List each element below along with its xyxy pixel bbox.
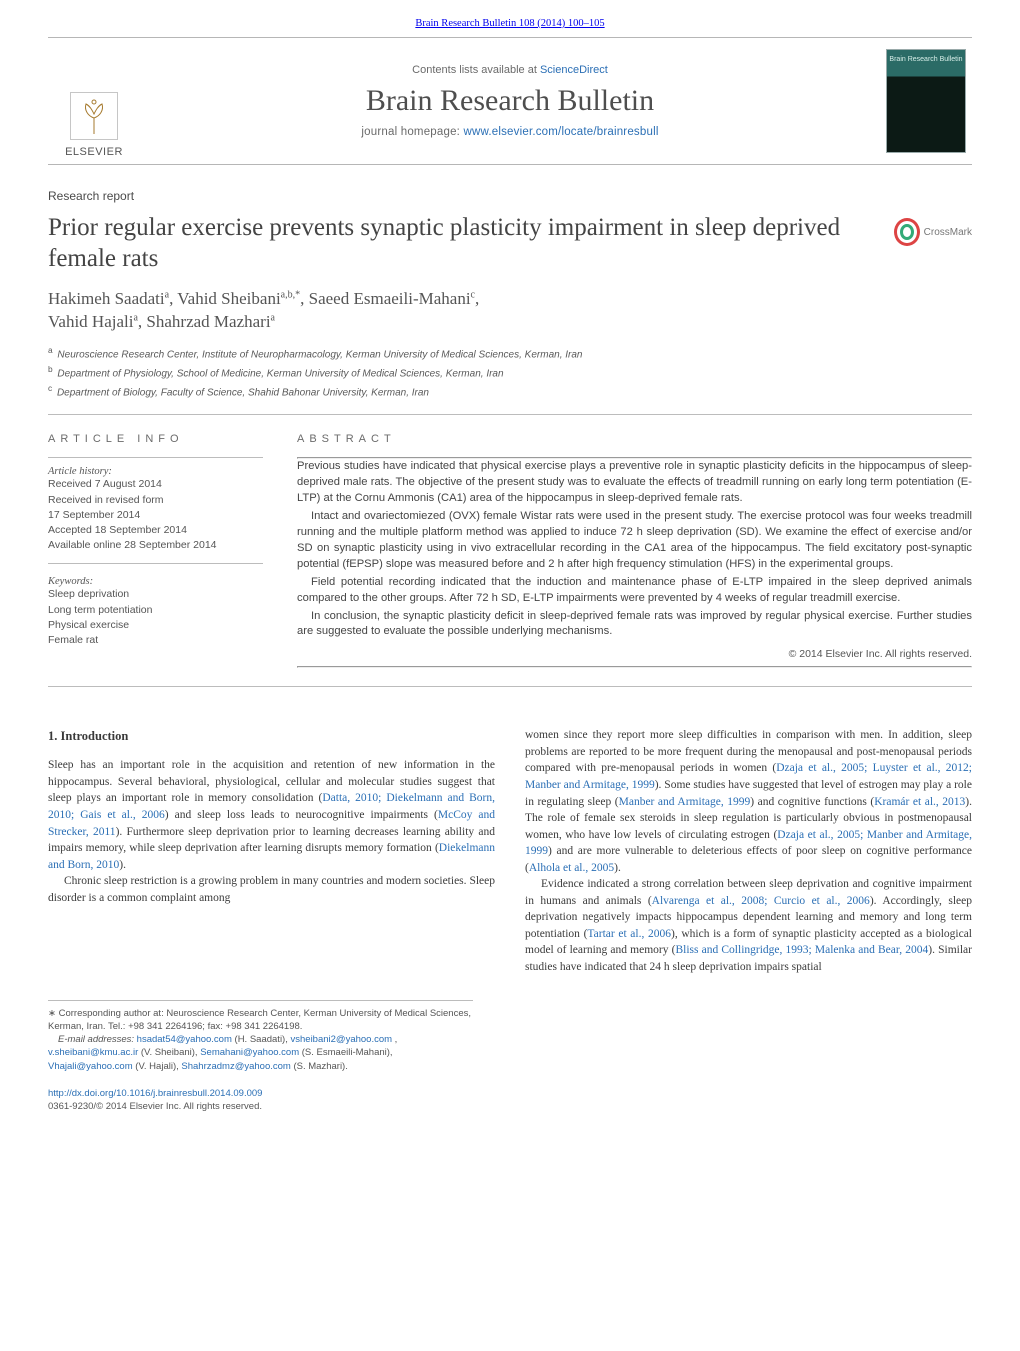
body-right-column: women since they report more sleep diffi… xyxy=(525,727,972,975)
citation-link[interactable]: Datta, 2010; Diekelmann and Born, 2010; … xyxy=(48,792,495,821)
keywords-label: Keywords: xyxy=(48,576,263,587)
citation-link[interactable]: Dzaja et al., 2005; Manber and Armitage,… xyxy=(525,829,972,858)
journal-homepage-link[interactable]: www.elsevier.com/locate/brainresbull xyxy=(463,126,658,138)
author-1-aff: a xyxy=(165,289,169,300)
abstract-column: abstract Previous studies have indicated… xyxy=(297,433,972,668)
history-item: Received in revised form xyxy=(48,493,263,508)
affiliation-c: Department of Biology, Faculty of Scienc… xyxy=(57,387,429,398)
history-list: Received 7 August 2014 Received in revis… xyxy=(48,477,263,553)
article-info-column: article info Article history: Received 7… xyxy=(48,433,263,668)
asterisk-icon: ∗ xyxy=(48,1008,56,1019)
section-heading: 1. Introduction xyxy=(48,727,495,745)
running-head: Brain Research Bulletin 108 (2014) 100–1… xyxy=(48,18,972,29)
article-title: Prior regular exercise prevents synaptic… xyxy=(48,213,972,274)
body-para: Sleep has an important role in the acqui… xyxy=(48,757,495,873)
body-left-column: 1. Introduction Sleep has an important r… xyxy=(48,727,495,975)
publisher-logo-block: ELSEVIER xyxy=(48,38,140,164)
email-link[interactable]: Vhajali@yahoo.com xyxy=(48,1061,133,1072)
citation-link[interactable]: Alhola et al., 2005 xyxy=(529,862,614,874)
history-label: Article history: xyxy=(48,466,263,477)
email-label: E-mail addresses: xyxy=(58,1034,134,1045)
publisher-name: ELSEVIER xyxy=(65,146,123,158)
email-link[interactable]: vsheibani2@yahoo.com xyxy=(291,1034,393,1045)
journal-title: Brain Research Bulletin xyxy=(140,84,880,118)
citation-link[interactable]: Alvarenga et al., 2008; Curcio et al., 2… xyxy=(652,895,870,907)
author-4-aff: a xyxy=(133,312,137,323)
journal-cover-thumb: Brain Research Bulletin xyxy=(880,38,972,164)
body-para: women since they report more sleep diffi… xyxy=(525,727,972,876)
citation-link[interactable]: Tartar et al., 2006 xyxy=(587,928,671,940)
email-link[interactable]: Semahani@yahoo.com xyxy=(200,1047,299,1058)
citation-link[interactable]: Diekelmann and Born, 2010 xyxy=(48,842,495,871)
doi-block: http://dx.doi.org/10.1016/j.brainresbull… xyxy=(48,1087,972,1114)
author-1: Hakimeh Saadati xyxy=(48,289,165,308)
author-5-aff: a xyxy=(271,312,275,323)
body-columns: 1. Introduction Sleep has an important r… xyxy=(48,727,972,975)
crossmark-label: CrossMark xyxy=(924,227,972,238)
history-item: Available online 28 September 2014 xyxy=(48,538,263,553)
author-2-aff: a,b, xyxy=(281,289,295,300)
corresponding-author-note: ∗ Corresponding author at: Neuroscience … xyxy=(48,1007,473,1034)
divider xyxy=(48,457,263,458)
contents-prefix: Contents lists available at xyxy=(412,64,540,76)
citation-link[interactable]: Kramár et al., 2013 xyxy=(874,796,965,808)
citation-link[interactable]: Manber and Armitage, 1999 xyxy=(619,796,751,808)
issn-copyright: 0361-9230/© 2014 Elsevier Inc. All right… xyxy=(48,1101,262,1112)
keyword-item: Long term potentiation xyxy=(48,603,263,618)
author-5: Shahrzad Mazhari xyxy=(146,312,270,331)
divider xyxy=(48,686,972,687)
author-4: Vahid Hajali xyxy=(48,312,133,331)
homepage-prefix: journal homepage: xyxy=(361,126,463,138)
citation-link[interactable]: Bliss and Collingridge, 1993; Malenka an… xyxy=(675,944,928,956)
crossmark-icon xyxy=(894,218,920,246)
abstract-para: In conclusion, the synaptic plasticity d… xyxy=(297,609,972,641)
contents-available-line: Contents lists available at ScienceDirec… xyxy=(140,64,880,76)
citation-link[interactable]: Brain Research Bulletin 108 (2014) 100–1… xyxy=(415,18,604,29)
author-3-aff: c xyxy=(471,289,475,300)
article-info-heading: article info xyxy=(48,433,263,445)
author-3: Saeed Esmaeili-Mahani xyxy=(309,289,471,308)
elsevier-tree-icon xyxy=(70,92,118,140)
keyword-item: Sleep deprivation xyxy=(48,587,263,602)
abstract-para: Field potential recording indicated that… xyxy=(297,575,972,607)
email-addresses: E-mail addresses: hsadat54@yahoo.com (H.… xyxy=(48,1033,473,1073)
corr-star-icon: * xyxy=(295,289,300,300)
history-item: 17 September 2014 xyxy=(48,508,263,523)
email-link[interactable]: hsadat54@yahoo.com xyxy=(137,1034,232,1045)
affiliation-b: Department of Physiology, School of Medi… xyxy=(57,368,503,379)
footnotes: ∗ Corresponding author at: Neuroscience … xyxy=(48,1000,473,1073)
email-link[interactable]: v.sheibani@kmu.ac.ir xyxy=(48,1047,138,1058)
abstract-para: Previous studies have indicated that phy… xyxy=(297,459,972,507)
journal-homepage-line: journal homepage: www.elsevier.com/locat… xyxy=(140,126,880,138)
divider xyxy=(48,563,263,564)
keyword-item: Physical exercise xyxy=(48,618,263,633)
history-item: Received 7 August 2014 xyxy=(48,477,263,492)
crossmark-badge[interactable]: CrossMark xyxy=(894,218,972,246)
sciencedirect-link[interactable]: ScienceDirect xyxy=(540,64,608,76)
abstract-para: Intact and ovariectomiezed (OVX) female … xyxy=(297,509,972,573)
citation-link[interactable]: Dzaja et al., 2005; Luyster et al., 2012… xyxy=(525,762,972,791)
keywords-list: Sleep deprivation Long term potentiation… xyxy=(48,587,263,648)
abstract-heading: abstract xyxy=(297,433,972,445)
masthead: ELSEVIER Contents lists available at Sci… xyxy=(48,37,972,165)
affiliation-a: Neuroscience Research Center, Institute … xyxy=(57,349,582,360)
affiliations: a Neuroscience Research Center, Institut… xyxy=(48,344,972,400)
authors-line: Hakimeh Saadatia, Vahid Sheibania,b,*, S… xyxy=(48,288,972,334)
divider xyxy=(48,414,972,415)
author-2: Vahid Sheibani xyxy=(177,289,280,308)
article-type-label: Research report xyxy=(48,189,972,203)
divider xyxy=(297,666,972,668)
doi-link[interactable]: http://dx.doi.org/10.1016/j.brainresbull… xyxy=(48,1088,262,1099)
body-para: Chronic sleep restriction is a growing p… xyxy=(48,873,495,906)
body-para: Evidence indicated a strong correlation … xyxy=(525,876,972,975)
history-item: Accepted 18 September 2014 xyxy=(48,523,263,538)
abstract-copyright: © 2014 Elsevier Inc. All rights reserved… xyxy=(297,648,972,660)
corr-text: Corresponding author at: Neuroscience Re… xyxy=(48,1008,471,1032)
email-link[interactable]: Shahrzadmz@yahoo.com xyxy=(181,1061,290,1072)
keyword-item: Female rat xyxy=(48,633,263,648)
cover-label: Brain Research Bulletin xyxy=(887,50,965,77)
